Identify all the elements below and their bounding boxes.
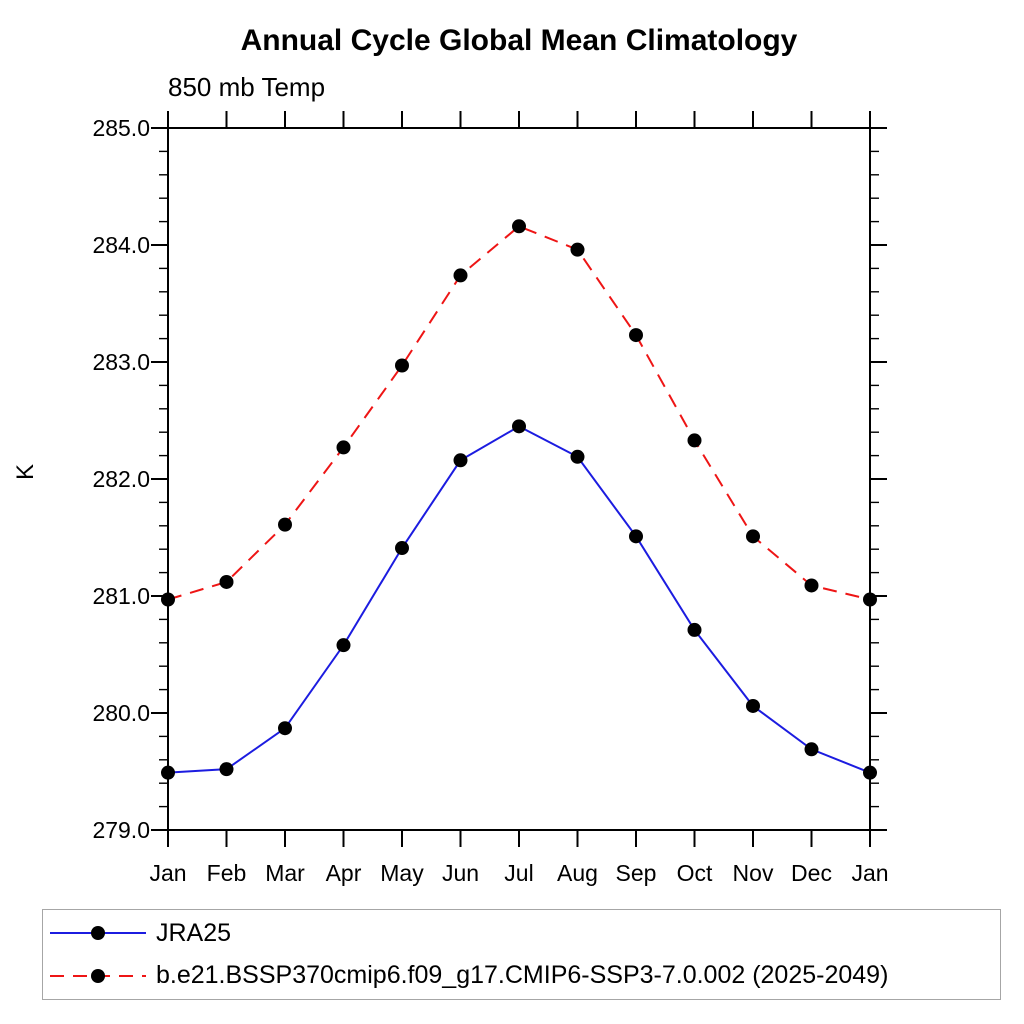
- x-tick-label: Sep: [616, 860, 657, 886]
- series-1-marker: [804, 578, 819, 593]
- series-1-line: [167, 225, 871, 601]
- legend-label-jra25: JRA25: [156, 918, 232, 947]
- x-tick-label: Dec: [791, 860, 832, 886]
- legend-sample-jra25: [50, 926, 146, 941]
- series-1-marker: [395, 358, 409, 373]
- y-tick-label: 281.0: [92, 583, 150, 609]
- legend-sample-model: [50, 968, 146, 983]
- series-1-marker: [219, 574, 234, 589]
- y-tick-label: 284.0: [92, 232, 150, 258]
- x-tick-label: Aug: [557, 860, 598, 886]
- series-1-marker: [629, 328, 643, 343]
- x-tick-label: Jan: [149, 860, 186, 886]
- legend-row-jra25: JRA25: [43, 914, 1000, 953]
- series-0-marker: [161, 765, 175, 780]
- x-tick-label: Jan: [851, 860, 888, 886]
- series-1-marker: [161, 592, 175, 607]
- series-0-marker: [804, 742, 819, 757]
- series-0-marker: [629, 529, 643, 544]
- series-0-line: [167, 425, 871, 774]
- series-1-marker: [453, 268, 468, 283]
- x-tick-label: Feb: [207, 860, 247, 886]
- x-tick-label: Apr: [326, 860, 362, 886]
- legend-marker-circle: [91, 968, 105, 983]
- x-tick-label: Jul: [504, 860, 533, 886]
- series-0-marker: [512, 419, 526, 434]
- legend: JRA25 b.e21.BSSP370cmip6.f09_g17.CMIP6-S…: [42, 909, 1001, 1000]
- series-1-marker: [746, 529, 760, 544]
- x-tick-label: Nov: [733, 860, 774, 886]
- series-0-marker: [219, 762, 234, 777]
- series-0-marker: [863, 765, 877, 780]
- series-1-marker: [863, 592, 877, 607]
- plot-frame: [167, 127, 871, 831]
- y-tick-label: 279.0: [92, 817, 150, 843]
- series-0-marker: [687, 622, 702, 637]
- series-0-marker: [570, 449, 585, 464]
- legend-marker-circle: [91, 926, 105, 941]
- series-0-marker: [395, 541, 409, 556]
- chart-title: Annual Cycle Global Mean Climatology: [240, 24, 798, 57]
- y-tick-label: 280.0: [92, 700, 150, 726]
- series-1-marker: [687, 433, 702, 448]
- x-tick-label: Mar: [265, 860, 305, 886]
- series-1-marker: [336, 440, 351, 455]
- x-tick-label: Jun: [442, 860, 479, 886]
- series-0-marker: [336, 638, 351, 653]
- legend-row-model: b.e21.BSSP370cmip6.f09_g17.CMIP6-SSP3-7.…: [43, 957, 1000, 996]
- series-1-marker: [570, 242, 585, 257]
- series-1-marker: [512, 219, 526, 234]
- series-1-marker: [278, 517, 292, 532]
- series-0-marker: [453, 453, 468, 468]
- series-0-marker: [278, 721, 292, 736]
- x-tick-label: May: [380, 860, 424, 886]
- series-0-marker: [746, 698, 760, 713]
- chart-subtitle: 850 mb Temp: [168, 72, 326, 102]
- x-tick-label: Oct: [677, 860, 713, 886]
- y-tick-label: 282.0: [92, 466, 150, 492]
- y-tick-label: 285.0: [92, 115, 150, 141]
- legend-label-model: b.e21.BSSP370cmip6.f09_g17.CMIP6-SSP3-7.…: [156, 961, 889, 990]
- y-tick-label: 283.0: [92, 349, 150, 375]
